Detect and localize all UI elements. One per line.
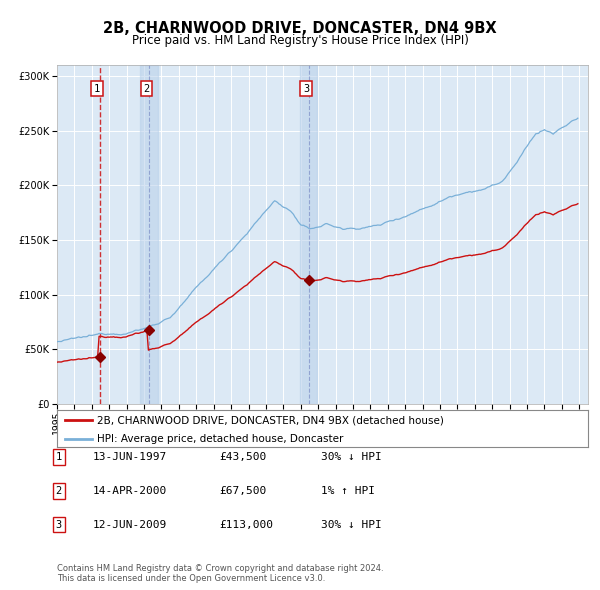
Text: £113,000: £113,000: [219, 520, 273, 529]
Text: 1% ↑ HPI: 1% ↑ HPI: [321, 486, 375, 496]
Text: 1: 1: [94, 84, 100, 94]
Text: HPI: Average price, detached house, Doncaster: HPI: Average price, detached house, Donc…: [97, 434, 343, 444]
Text: 30% ↓ HPI: 30% ↓ HPI: [321, 520, 382, 529]
Text: 2: 2: [56, 486, 62, 496]
Text: 3: 3: [303, 84, 309, 94]
Text: 12-JUN-2009: 12-JUN-2009: [93, 520, 167, 529]
Text: 2B, CHARNWOOD DRIVE, DONCASTER, DN4 9BX (detached house): 2B, CHARNWOOD DRIVE, DONCASTER, DN4 9BX …: [97, 415, 444, 425]
Text: 2B, CHARNWOOD DRIVE, DONCASTER, DN4 9BX: 2B, CHARNWOOD DRIVE, DONCASTER, DN4 9BX: [103, 21, 497, 35]
Text: 2: 2: [143, 84, 149, 94]
Bar: [140, 65, 158, 404]
Text: 14-APR-2000: 14-APR-2000: [93, 486, 167, 496]
Text: 3: 3: [56, 520, 62, 529]
Text: Contains HM Land Registry data © Crown copyright and database right 2024.
This d: Contains HM Land Registry data © Crown c…: [57, 563, 383, 583]
Text: 30% ↓ HPI: 30% ↓ HPI: [321, 453, 382, 462]
Text: Price paid vs. HM Land Registry's House Price Index (HPI): Price paid vs. HM Land Registry's House …: [131, 34, 469, 47]
Text: 1: 1: [56, 453, 62, 462]
Text: 13-JUN-1997: 13-JUN-1997: [93, 453, 167, 462]
Text: £43,500: £43,500: [219, 453, 266, 462]
Text: £67,500: £67,500: [219, 486, 266, 496]
Bar: [300, 65, 317, 404]
